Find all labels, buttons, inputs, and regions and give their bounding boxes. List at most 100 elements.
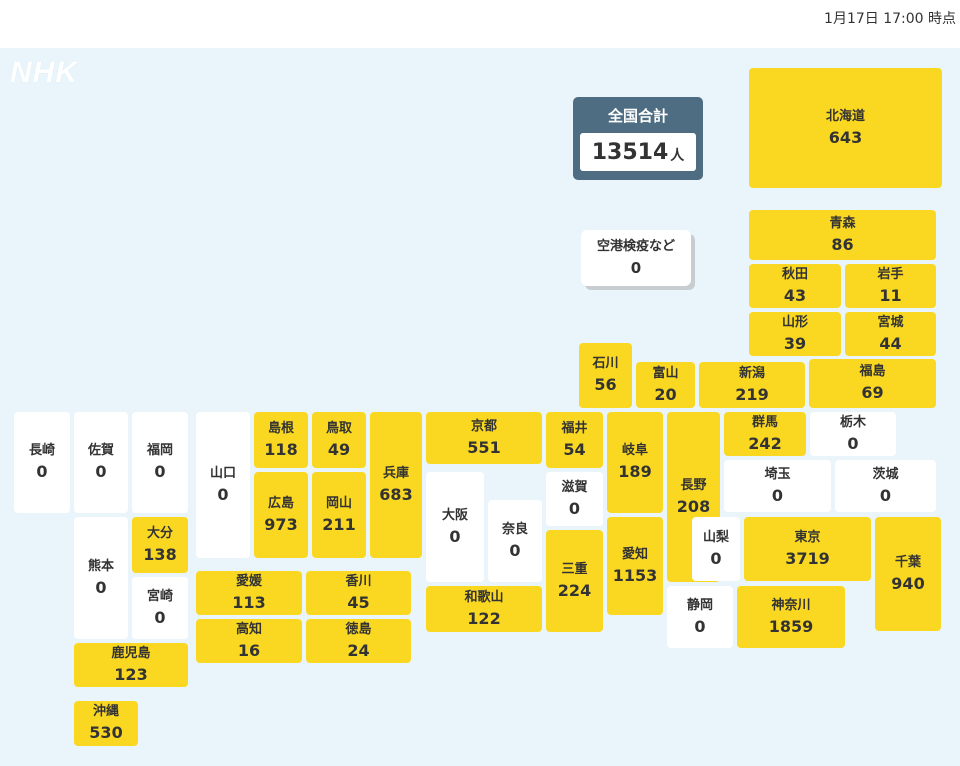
prefecture-count: 211: [322, 514, 356, 534]
prefecture-name: 沖縄: [92, 704, 119, 719]
prefecture-name: 岐阜: [621, 443, 648, 458]
prefecture-iwate[interactable]: 岩手 11: [845, 264, 936, 308]
prefecture-saga[interactable]: 佐賀 0: [74, 412, 128, 513]
prefecture-hokkaido[interactable]: 北海道 643: [749, 68, 942, 188]
prefecture-shizuoka[interactable]: 静岡 0: [667, 586, 733, 648]
prefecture-name: 三重: [561, 561, 588, 577]
prefecture-kagoshima[interactable]: 鹿児島 123: [74, 643, 188, 687]
prefecture-name: 長崎: [28, 443, 55, 458]
prefecture-count: 973: [264, 514, 298, 534]
prefecture-count: 86: [831, 234, 854, 254]
prefecture-kumamoto[interactable]: 熊本 0: [74, 517, 128, 639]
prefecture-name: 青森: [829, 215, 856, 231]
prefecture-count: 39: [783, 333, 807, 353]
prefecture-hiroshima[interactable]: 広島 973: [254, 472, 308, 558]
prefecture-name: 千葉: [894, 554, 921, 570]
timestamp: 1月17日 17:00 時点: [824, 11, 956, 27]
prefecture-nagano[interactable]: 長野 208: [667, 412, 720, 582]
prefecture-count: 69: [861, 383, 884, 402]
prefecture-shimane[interactable]: 島根 118: [254, 412, 308, 468]
prefecture-count: 0: [847, 433, 859, 453]
national-total-unit: 人: [670, 147, 685, 164]
prefecture-name: 秋田: [781, 266, 808, 282]
prefecture-gunma[interactable]: 群馬 242: [724, 412, 806, 456]
prefecture-name: 大分: [146, 525, 173, 541]
prefecture-count: 113: [232, 592, 266, 612]
prefecture-name: 福岡: [146, 443, 173, 458]
prefecture-miyazaki[interactable]: 宮崎 0: [132, 577, 188, 639]
prefecture-niigata[interactable]: 新潟 219: [699, 362, 805, 408]
prefecture-chiba[interactable]: 千葉 940: [875, 517, 941, 631]
prefecture-name: 山梨: [702, 529, 729, 545]
national-total-title: 全国合計: [607, 107, 668, 125]
prefecture-osaka[interactable]: 大阪 0: [426, 472, 484, 582]
prefecture-nagasaki[interactable]: 長崎 0: [14, 412, 70, 513]
prefecture-okayama[interactable]: 岡山 211: [312, 472, 366, 558]
prefecture-aichi[interactable]: 愛知 1153: [607, 517, 663, 615]
prefecture-akita[interactable]: 秋田 43: [749, 264, 841, 308]
prefecture-count: 551: [467, 437, 501, 457]
prefecture-count: 3719: [785, 548, 830, 568]
prefecture-name: 長野: [680, 477, 707, 493]
prefecture-nara[interactable]: 奈良 0: [488, 500, 542, 582]
prefecture-kochi[interactable]: 高知 16: [196, 619, 302, 663]
prefecture-gifu[interactable]: 岐阜 189: [607, 412, 663, 513]
prefecture-tokyo[interactable]: 東京 3719: [744, 517, 871, 581]
prefecture-yamagata[interactable]: 山形 39: [749, 312, 841, 356]
nhk-logo: NHK: [10, 56, 78, 89]
national-total-panel: 全国合計 13514 人: [573, 97, 703, 180]
prefecture-name: 群馬: [751, 414, 778, 430]
prefecture-name: 京都: [470, 418, 497, 434]
prefecture-kagawa[interactable]: 香川 45: [306, 571, 411, 615]
national-total-box: 13514 人: [580, 133, 696, 171]
prefecture-count: 0: [95, 462, 107, 481]
prefecture-fukushima[interactable]: 福島 69: [809, 359, 936, 408]
prefecture-count: 11: [879, 285, 902, 305]
prefecture-toyama[interactable]: 富山 20: [636, 362, 695, 408]
prefecture-hyogo[interactable]: 兵庫 683: [370, 412, 422, 558]
prefecture-name: 東京: [794, 529, 821, 545]
prefecture-count: 219: [735, 384, 769, 404]
airport-quarantine-box[interactable]: 空港検疫など 0: [581, 230, 691, 286]
prefecture-count: 0: [217, 484, 229, 504]
prefecture-fukuoka[interactable]: 福岡 0: [132, 412, 188, 513]
prefecture-count: 0: [771, 485, 784, 505]
prefecture-tochigi[interactable]: 栃木 0: [810, 412, 896, 456]
prefecture-yamaguchi[interactable]: 山口 0: [196, 412, 250, 558]
prefecture-count: 122: [467, 608, 501, 628]
prefecture-name: 岡山: [325, 495, 352, 511]
prefecture-ishikawa[interactable]: 石川 56: [579, 343, 632, 408]
prefecture-tokushima[interactable]: 徳島 24: [306, 619, 411, 663]
prefecture-ibaraki[interactable]: 茨城 0: [835, 460, 936, 512]
prefecture-count: 0: [154, 607, 166, 627]
prefecture-yamanashi[interactable]: 山梨 0: [692, 517, 740, 581]
prefecture-name: 鹿児島: [111, 645, 151, 661]
prefecture-count: 208: [676, 496, 711, 516]
prefecture-name: 滋賀: [561, 479, 588, 495]
prefecture-fukui[interactable]: 福井 54: [546, 412, 603, 468]
prefecture-count: 643: [828, 127, 863, 147]
prefecture-count: 1859: [768, 616, 814, 636]
prefecture-oita[interactable]: 大分 138: [132, 517, 188, 573]
prefecture-kanagawa[interactable]: 神奈川 1859: [737, 586, 845, 648]
prefecture-count: 44: [879, 333, 902, 353]
prefecture-count: 1153: [612, 565, 658, 585]
prefecture-count: 20: [654, 384, 677, 404]
prefecture-saitama[interactable]: 埼玉 0: [724, 460, 831, 512]
prefecture-miyagi[interactable]: 宮城 44: [845, 312, 936, 356]
prefecture-shiga[interactable]: 滋賀 0: [546, 472, 603, 526]
prefecture-wakayama[interactable]: 和歌山 122: [426, 586, 542, 632]
prefecture-count: 683: [379, 484, 413, 504]
airport-quarantine-label: 空港検疫など: [596, 239, 675, 254]
prefecture-tottori[interactable]: 鳥取 49: [312, 412, 366, 468]
prefecture-name: 栃木: [839, 414, 866, 430]
prefecture-mie[interactable]: 三重 224: [546, 530, 603, 632]
prefecture-name: 宮崎: [146, 588, 173, 604]
prefecture-kyoto[interactable]: 京都 551: [426, 412, 542, 464]
prefecture-aomori[interactable]: 青森 86: [749, 210, 936, 260]
prefecture-name: 広島: [267, 495, 294, 511]
prefecture-name: 愛知: [621, 546, 648, 562]
prefecture-ehime[interactable]: 愛媛 113: [196, 571, 302, 615]
prefecture-okinawa[interactable]: 沖縄 530: [74, 701, 138, 746]
prefecture-count: 242: [748, 433, 782, 453]
